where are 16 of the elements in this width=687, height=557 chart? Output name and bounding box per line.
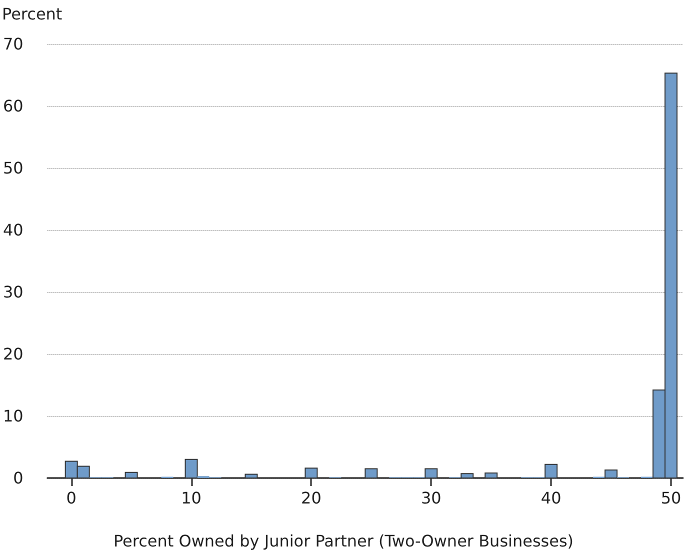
y-tick-label: 0 (13, 468, 24, 488)
y-tick-label: 40 (3, 220, 24, 240)
x-tick-label: 10 (181, 488, 202, 508)
x-tick-label: 20 (301, 488, 322, 508)
x-tick-label: 0 (66, 488, 76, 508)
y-axis-title: Percent (2, 4, 62, 24)
y-tick-label: 60 (3, 96, 24, 116)
y-tick-label: 30 (3, 282, 24, 302)
x-tick-label: 40 (540, 488, 562, 508)
y-tick-label: 70 (3, 34, 24, 54)
y-tick-label: 20 (3, 344, 24, 364)
x-tick-label: 50 (660, 488, 682, 508)
y-tick-label: 50 (3, 158, 24, 178)
y-tick-label: 10 (3, 406, 24, 426)
x-tick-label: 30 (420, 488, 442, 508)
x-axis-title: Percent Owned by Junior Partner (Two-Owner Businesses) (113, 532, 574, 550)
